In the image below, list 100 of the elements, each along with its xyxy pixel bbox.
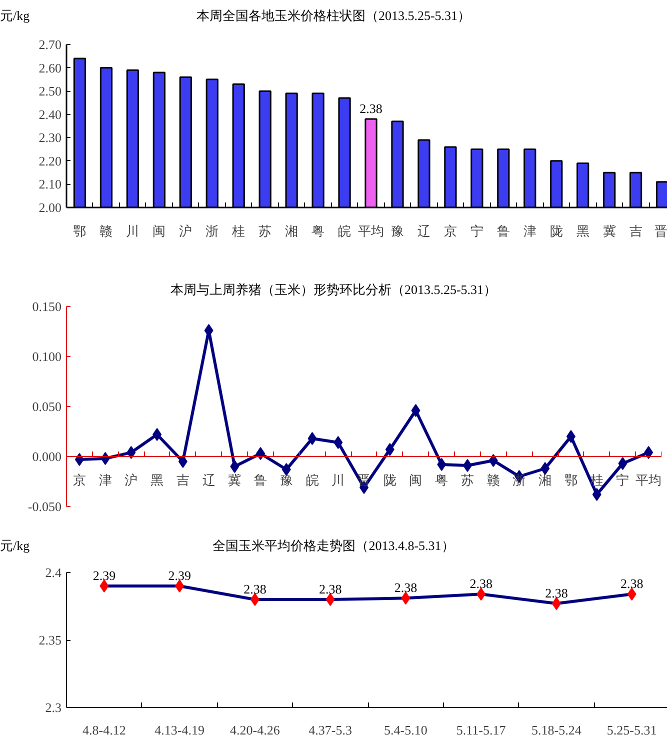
data-label: 2.39 [92, 568, 116, 583]
x-tick-label: 宁 [616, 472, 630, 488]
data-label: 2.38 [470, 576, 492, 592]
chart-title: 全国玉米平均价格走势图（2013.4.8-5.31） [212, 538, 454, 554]
x-tick-label: 陇 [550, 224, 563, 238]
x-tick-label: 平均 [358, 224, 384, 238]
x-tick-label: 粤 [435, 472, 448, 488]
x-tick-label: 5.25-5.31 [606, 722, 657, 738]
x-tick-label: 鄂 [73, 224, 86, 238]
x-tick-label: 吉 [629, 224, 642, 238]
x-tick-label: 湘 [285, 224, 298, 238]
x-tick-label: 冀 [602, 224, 616, 238]
x-tick-label: 皖 [306, 472, 319, 488]
x-tick-label: 黑 [150, 472, 164, 488]
chart-title: 本周与上周养猪（玉米）形势环比分析（2013.5.25-5.31） [170, 282, 497, 298]
chart-title: 本周全国各地玉米价格柱状图（2013.5.25-5.31） [196, 8, 471, 24]
y-tick-label: 2.60 [38, 60, 62, 76]
x-tick-label: 5.4-5.10 [384, 722, 428, 738]
x-tick-label: 辽 [202, 472, 216, 488]
y-tick-label: 0.100 [32, 349, 62, 364]
y-tick-label: 2.10 [38, 176, 62, 192]
x-tick-label: 吉 [176, 472, 190, 488]
x-tick-label: 湘 [538, 472, 552, 488]
x-tick-label: 赣 [486, 472, 500, 488]
point [644, 446, 654, 459]
y-tick-label: 2.20 [38, 153, 62, 168]
x-tick-label: 4.37-5.3 [308, 722, 352, 738]
x-tick-label: 京 [444, 224, 457, 238]
point [326, 593, 335, 606]
y-tick-label: 2.40 [38, 106, 62, 122]
data-label: 2.38 [545, 586, 568, 601]
y-tick-label: 0.050 [32, 399, 62, 414]
point [308, 432, 317, 445]
data-label: 2.38 [394, 580, 418, 596]
data-label: 2.38 [318, 582, 342, 596]
x-tick-label: 川 [332, 472, 345, 488]
x-tick-label: 陇 [383, 472, 396, 488]
x-tick-label: 4.20-4.26 [230, 722, 280, 738]
x-tick-label: 津 [523, 224, 536, 238]
point [250, 593, 260, 606]
x-tick-label: 苏 [460, 472, 474, 488]
point [476, 588, 486, 601]
x-tick-label: 黑 [576, 224, 590, 238]
data-label: 2.38 [360, 101, 382, 116]
x-tick-label: 沪 [124, 472, 138, 488]
x-tick-label: 4.13-4.19 [154, 722, 204, 738]
x-tick-label: 豫 [390, 224, 404, 238]
point [256, 447, 266, 460]
point [462, 459, 472, 472]
point [385, 443, 394, 456]
x-tick-label: 辽 [417, 224, 430, 238]
y-tick-label: 2.70 [38, 37, 62, 52]
point [437, 458, 446, 471]
point [401, 592, 410, 605]
x-tick-label: 津 [98, 472, 112, 488]
x-tick-label: 冀 [228, 472, 242, 488]
y-tick-label: 2.4 [45, 565, 62, 580]
x-tick-label: 5.18-5.24 [532, 722, 582, 738]
y-tick-label: -0.050 [28, 499, 62, 514]
data-label: 2.39 [168, 568, 191, 583]
data-label: 2.38 [620, 576, 644, 592]
x-tick-label: 川 [126, 224, 140, 238]
point [627, 588, 636, 601]
x-tick-label: 粤 [312, 224, 325, 238]
point [334, 436, 343, 449]
x-tick-label: 浙 [206, 224, 219, 238]
y-tick-label: 0.000 [32, 449, 62, 464]
x-tick-label: 鄂 [564, 472, 578, 488]
x-tick-label: 闽 [152, 224, 166, 238]
y-tick-label: 0.150 [32, 299, 62, 314]
point [592, 488, 602, 501]
x-tick-label: 5.11-5.17 [456, 722, 506, 738]
point [618, 457, 628, 470]
x-tick-label: 4.8-4.12 [82, 722, 126, 738]
x-tick-label: 豫 [280, 472, 293, 488]
x-tick-label: 宁 [470, 224, 484, 238]
y-axis-title: 元/kg [0, 538, 30, 554]
y-tick-label: 2.35 [38, 632, 62, 648]
point [552, 597, 561, 610]
x-tick-label: 晋 [654, 224, 667, 238]
y-tick-label: 2.00 [38, 200, 62, 215]
x-tick-label: 桂 [231, 224, 246, 238]
point [175, 580, 184, 592]
point [100, 580, 109, 592]
point [100, 452, 110, 465]
y-tick-label: 2.30 [38, 130, 62, 146]
point [411, 404, 420, 417]
y-tick-label: 2.50 [38, 84, 62, 99]
point [230, 460, 240, 473]
point [566, 430, 576, 443]
y-tick-label: 2.3 [45, 700, 62, 715]
point [488, 454, 498, 467]
x-tick-label: 沪 [179, 224, 192, 238]
x-tick-label: 京 [72, 472, 86, 488]
x-tick-label: 平均 [636, 472, 662, 488]
y-axis-title: 元/kg [0, 8, 30, 24]
x-tick-label: 鲁 [254, 472, 268, 488]
point [152, 428, 162, 441]
point [126, 446, 136, 459]
x-tick-label: 苏 [258, 224, 272, 238]
